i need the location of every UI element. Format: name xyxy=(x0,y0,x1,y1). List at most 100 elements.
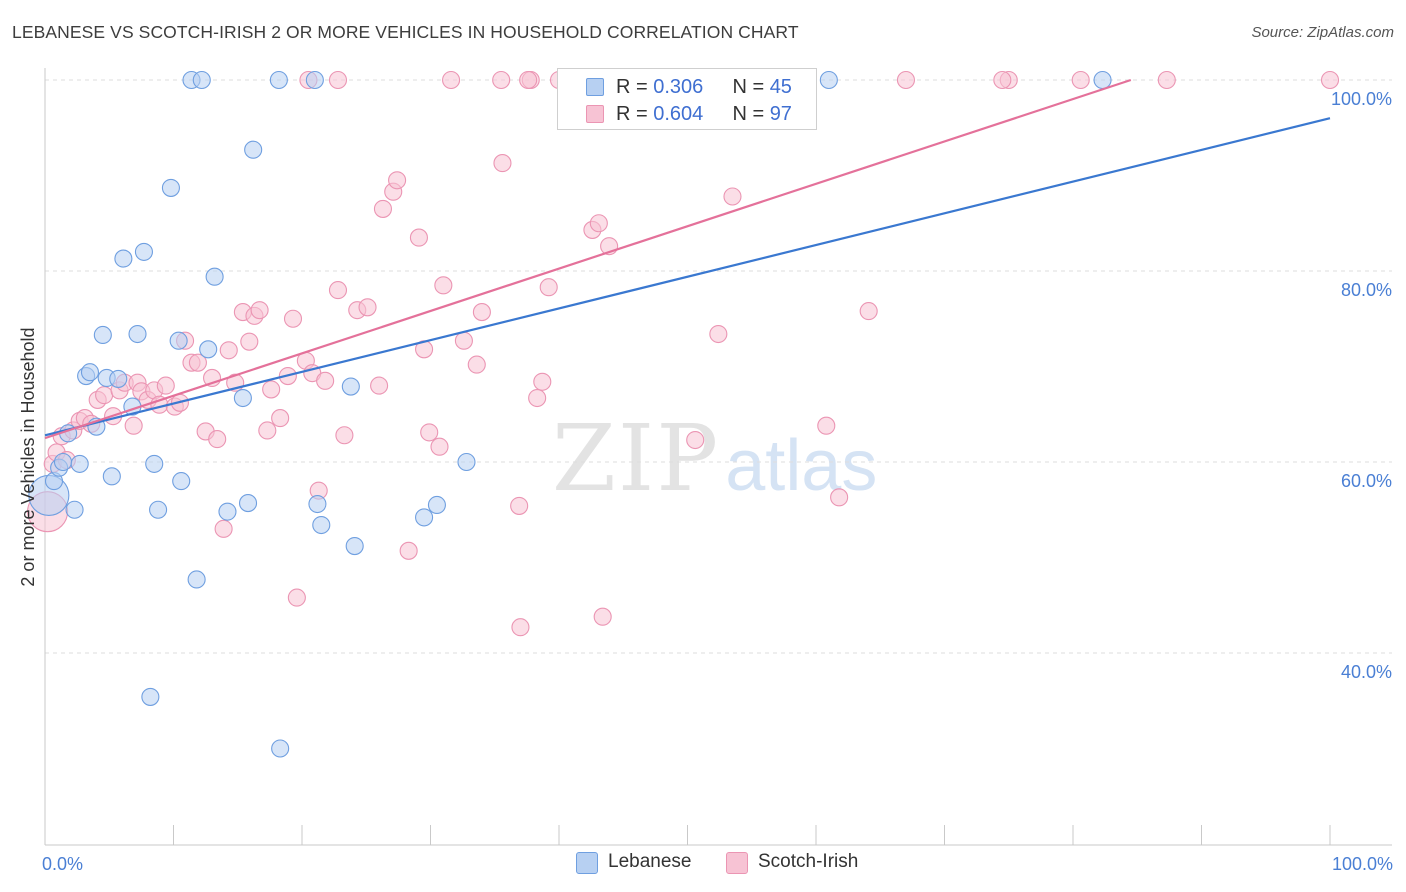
scotch-irish-swatch xyxy=(586,105,604,123)
scotch-irish-point xyxy=(454,331,473,350)
lebanese-point xyxy=(187,570,206,589)
scotch-irish-point xyxy=(95,386,114,405)
scotch-irish-point xyxy=(492,70,511,90)
trend-lines xyxy=(44,78,1331,440)
scotch-irish-point xyxy=(859,302,878,321)
lebanese-point xyxy=(149,500,168,519)
watermark-atlas: atlas xyxy=(725,426,878,506)
n-value: 45 xyxy=(769,76,792,98)
r-value: 0.604 xyxy=(653,103,704,125)
legend-row-scotch-irish: R = 0.604 N = 97 xyxy=(616,103,792,126)
scotch-irish-legend-swatch xyxy=(726,852,748,874)
r-label: R = xyxy=(616,76,654,98)
legend-scotch-irish: Scotch-Irish xyxy=(758,851,859,872)
lebanese-point xyxy=(80,363,100,382)
axis-labels: 40.0% 60.0% 80.0% 100.0% 0.0% 100.0% 2 or more… xyxy=(18,89,1393,874)
scotch-irish-point xyxy=(1071,70,1090,90)
scotch-irish-point xyxy=(686,430,705,450)
lebanese-point xyxy=(128,324,147,344)
n-label: N = xyxy=(732,76,770,98)
lebanese-point xyxy=(341,377,360,396)
r-label: R = xyxy=(616,103,654,125)
lebanese-point xyxy=(1093,70,1112,90)
lebanese-point xyxy=(218,502,237,521)
scotch-irish-point xyxy=(328,281,348,300)
scotch-irish-point xyxy=(328,70,348,90)
scotch-irish-point xyxy=(593,607,612,626)
scotch-irish-point xyxy=(472,303,491,322)
watermark-zip: ZIP xyxy=(552,405,721,512)
lebanese-point xyxy=(312,515,331,535)
scotch-irish-point xyxy=(399,541,418,560)
scotch-irish-point xyxy=(370,376,389,395)
scotch-irish-point xyxy=(896,70,916,90)
lebanese-point xyxy=(192,70,211,90)
lebanese-point xyxy=(345,536,364,556)
scotch-irish-point xyxy=(817,416,836,435)
scotch-irish-point xyxy=(208,430,227,449)
lebanese-point xyxy=(161,178,180,197)
scotch-irish-point xyxy=(430,437,449,456)
scotch-irish-point xyxy=(271,409,290,428)
lebanese-point xyxy=(244,140,263,159)
x-tick-label-min: 0.0% xyxy=(42,854,83,874)
watermark: ZIP atlas xyxy=(552,405,877,512)
lebanese-point xyxy=(233,388,252,408)
n-value: 97 xyxy=(769,103,792,125)
lebanese-point xyxy=(114,249,133,268)
y-tick-label: 80.0% xyxy=(1341,280,1392,300)
lebanese-point xyxy=(70,454,89,473)
lebanese-trend-line xyxy=(44,117,1331,437)
y-tick-label: 100.0% xyxy=(1331,89,1392,109)
lebanese-point xyxy=(205,267,224,286)
lebanese-points xyxy=(28,70,1112,758)
lebanese-point xyxy=(172,472,191,491)
legend-lebanese: Lebanese xyxy=(608,851,692,872)
lebanese-point xyxy=(427,495,446,515)
scotch-irish-point xyxy=(723,187,742,206)
lebanese-point xyxy=(102,467,121,486)
scotch-irish-point xyxy=(388,171,407,190)
lebanese-legend-swatch xyxy=(576,852,598,874)
scotch-irish-point xyxy=(124,416,143,435)
lebanese-point xyxy=(169,331,188,350)
lebanese-point xyxy=(415,508,434,527)
scotch-irish-point xyxy=(335,426,354,445)
stats-legend: R = 0.306 N = 45 R = 0.604 N = 97 xyxy=(557,68,817,130)
lebanese-point xyxy=(65,500,84,519)
scotch-irish-point xyxy=(258,421,277,440)
scotch-irish-point xyxy=(409,228,428,247)
legend-row-lebanese: R = 0.306 N = 45 xyxy=(616,76,792,99)
lebanese-point xyxy=(238,494,258,513)
lebanese-point xyxy=(109,369,128,388)
scotch-irish-point xyxy=(420,423,439,442)
scotch-irish-point xyxy=(1320,70,1340,90)
scotch-irish-point xyxy=(539,278,558,297)
scotch-irish-point xyxy=(283,309,303,328)
lebanese-point xyxy=(141,687,160,706)
scotch-irish-point xyxy=(434,276,453,295)
lebanese-swatch xyxy=(586,78,604,96)
lebanese-point xyxy=(819,70,838,90)
scotch-irish-point xyxy=(287,588,306,607)
scotch-irish-point xyxy=(250,301,269,320)
scotch-irish-point xyxy=(493,154,512,173)
y-tick-label: 40.0% xyxy=(1341,662,1392,682)
grid-lines xyxy=(45,79,1392,654)
scotch-irish-point xyxy=(358,298,377,317)
scotch-irish-point xyxy=(188,353,207,372)
x-tick-label-max: 100.0% xyxy=(1332,854,1393,874)
scotch-irish-point xyxy=(511,618,530,637)
lebanese-point xyxy=(93,325,112,345)
lebanese-point xyxy=(305,70,324,90)
lebanese-point xyxy=(271,739,290,758)
axes xyxy=(44,68,1392,846)
scotch-irish-point xyxy=(1157,70,1176,90)
scotch-irish-point xyxy=(316,371,335,390)
n-label: N = xyxy=(732,103,770,125)
scotch-irish-point xyxy=(262,380,281,399)
scotch-irish-point xyxy=(993,70,1012,90)
scotch-irish-point xyxy=(589,214,608,233)
scotch-irish-point xyxy=(709,324,728,344)
scotch-irish-point xyxy=(442,70,461,90)
